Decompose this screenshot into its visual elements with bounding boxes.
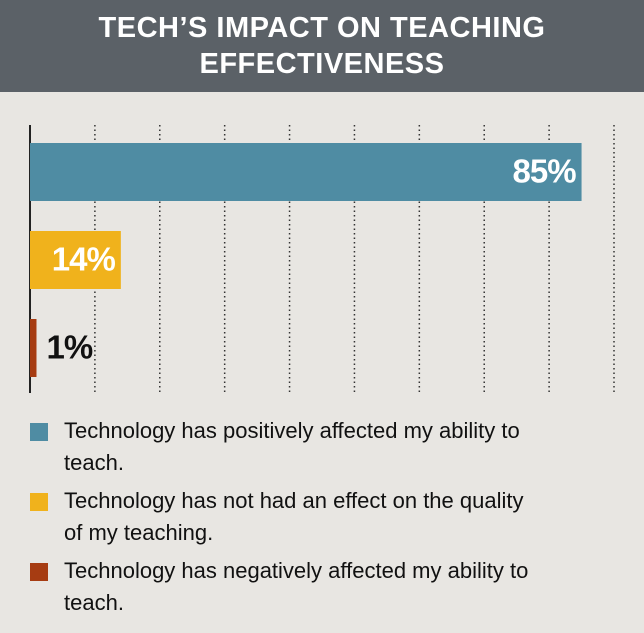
legend: Technology has positively affected my ab…: [30, 415, 630, 625]
legend-label: Technology has positively affected my ab…: [64, 418, 520, 475]
value-label: 1%: [46, 329, 92, 366]
legend-item: Technology has negatively affected my ab…: [30, 555, 630, 619]
chart: 85% 14% 1%: [29, 125, 615, 393]
bar: [30, 143, 582, 201]
chart-title: TECH’S IMPACT ON TEACHING EFFECTIVENESS: [98, 12, 546, 80]
legend-swatch: [30, 493, 48, 511]
bar: [30, 231, 121, 289]
legend-swatch: [30, 563, 48, 581]
legend-label: Technology has negatively affected my ab…: [64, 558, 529, 615]
value-label: 85%: [512, 153, 576, 190]
legend-item: Technology has not had an effect on the …: [30, 485, 630, 549]
legend-swatch: [30, 423, 48, 441]
value-label: 14%: [52, 241, 116, 278]
bar: [30, 319, 37, 377]
legend-label: Technology has not had an effect on the …: [64, 488, 524, 545]
legend-item: Technology has positively affected my ab…: [30, 415, 630, 479]
header: TECH’S IMPACT ON TEACHING EFFECTIVENESS: [0, 0, 644, 92]
